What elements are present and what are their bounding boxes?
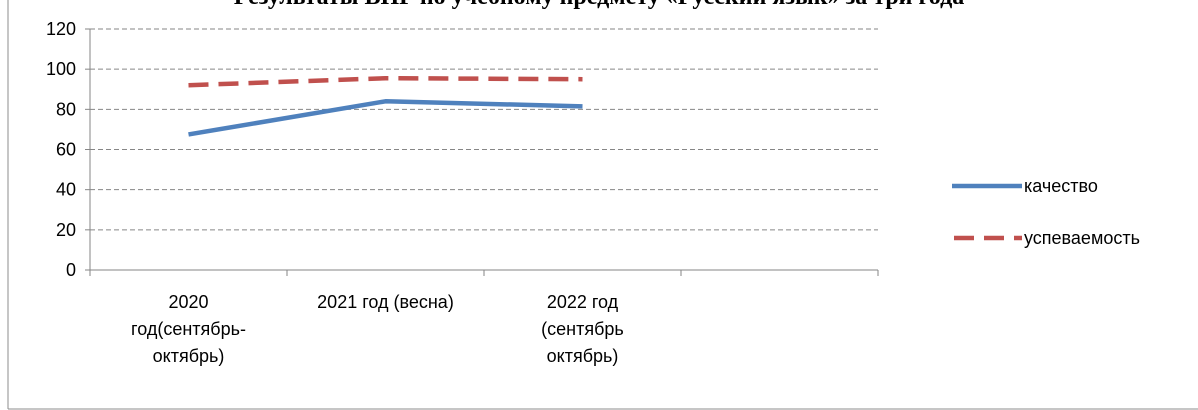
legend-layer: качество успеваемость xyxy=(952,176,1140,248)
legend-label-2: успеваемость xyxy=(1024,228,1140,248)
y-tick-label: 80 xyxy=(56,99,76,119)
axis-layer: 0 20 40 60 80 100 120 2020 год(сентябрь-октябрь)… xyxy=(46,19,879,366)
series-line-1 xyxy=(188,99,583,137)
y-tick-label: 0 xyxy=(66,260,76,280)
series-line-2 xyxy=(188,75,583,88)
chart-title: Результаты ВПР по учебному предмету «Рус… xyxy=(0,0,1198,10)
x-tick-label: 2022 год (сентябрь октябрь) xyxy=(541,292,624,366)
grid-layer xyxy=(90,28,878,231)
y-tick-label: 20 xyxy=(56,220,76,240)
y-tick-label: 40 xyxy=(56,180,76,200)
x-tick-label: 2020 год(сентябрь-октябрь) xyxy=(131,292,246,366)
y-tick-label: 60 xyxy=(56,140,76,160)
x-tick-label: 2021 год (весна) xyxy=(317,292,454,312)
y-tick-label: 120 xyxy=(46,19,76,39)
y-tick-label: 100 xyxy=(46,59,76,79)
series-layer xyxy=(188,75,583,137)
legend-label-1: качество xyxy=(1024,176,1098,196)
